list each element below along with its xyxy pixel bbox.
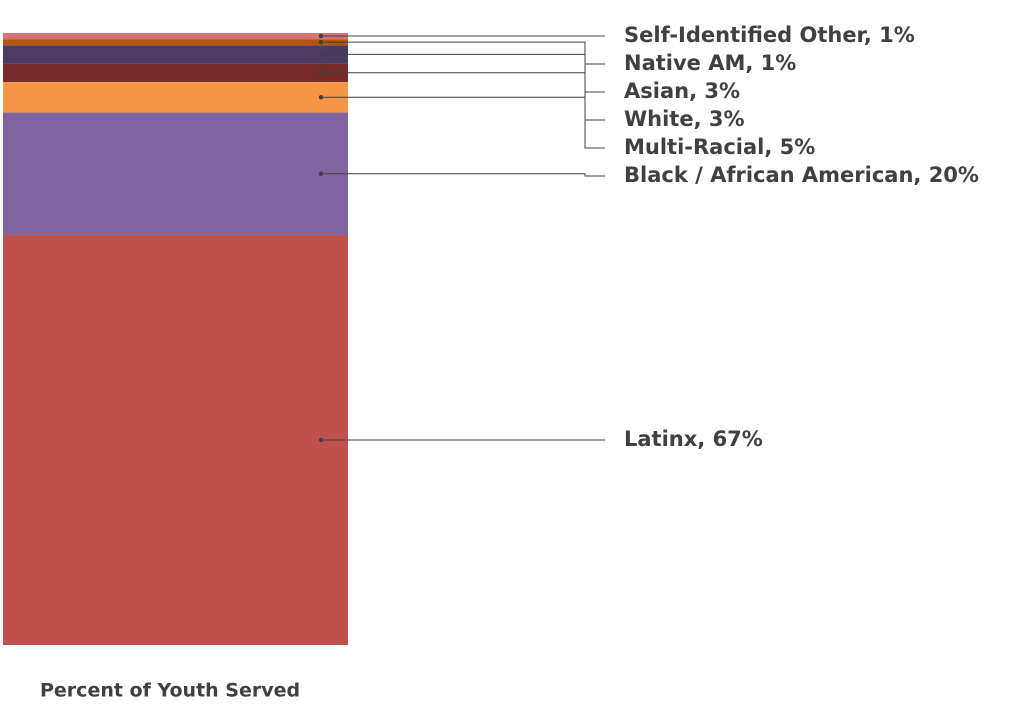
data-label: White, 3% bbox=[624, 107, 745, 131]
leader-line bbox=[321, 173, 605, 177]
data-label: Latinx, 67% bbox=[624, 427, 763, 451]
bar-segment bbox=[3, 63, 348, 82]
leader-dot bbox=[318, 52, 324, 57]
bar-segment bbox=[3, 39, 348, 46]
leader-line bbox=[321, 72, 605, 121]
leader-dot bbox=[318, 171, 324, 176]
leader-dot bbox=[318, 39, 324, 45]
data-label: Black / African American, 20% bbox=[624, 163, 979, 187]
leader-dot bbox=[318, 437, 324, 443]
leader-line bbox=[321, 41, 605, 65]
data-label: Asian, 3% bbox=[624, 79, 740, 103]
category-label: Percent of Youth Served bbox=[40, 680, 300, 702]
bar-segment bbox=[3, 234, 348, 645]
leader-dot bbox=[318, 33, 324, 39]
bar-segment bbox=[3, 45, 348, 64]
bar-segment bbox=[3, 81, 348, 113]
data-label: Multi-Racial, 5% bbox=[624, 135, 815, 159]
bar-segment bbox=[3, 112, 348, 235]
bar-segment bbox=[3, 33, 348, 40]
data-label: Self-Identified Other, 1% bbox=[624, 23, 915, 47]
leader-dot bbox=[318, 70, 324, 75]
data-label: Native AM, 1% bbox=[624, 51, 796, 75]
leader-line bbox=[321, 96, 605, 149]
leader-dot bbox=[318, 95, 324, 100]
